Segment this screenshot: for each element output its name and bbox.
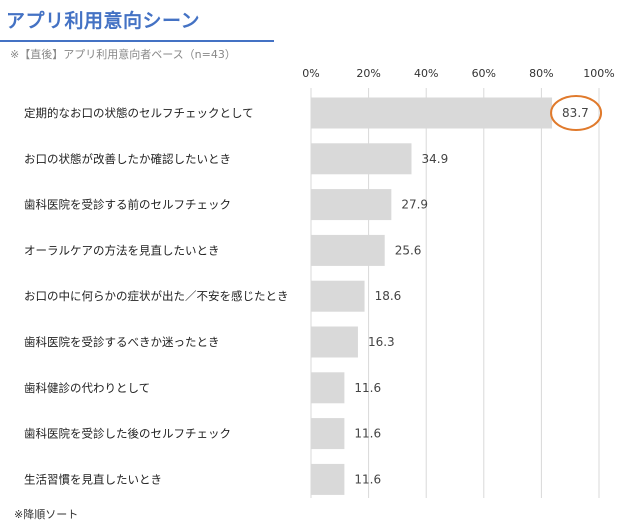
value-label: 25.6	[395, 243, 422, 257]
category-label: お口の中に何らかの症状が出た／不安を感じたとき	[24, 289, 289, 303]
chart-title: アプリ利用意向シーン	[6, 10, 201, 32]
category-label: 歯科健診の代わりとして	[24, 381, 150, 395]
value-label: 11.6	[354, 472, 381, 486]
bar	[311, 326, 358, 358]
value-label: 27.9	[401, 198, 428, 212]
category-label: 歯科医院を受診するべきか迷ったとき	[24, 335, 220, 349]
category-label: 歯科医院を受診する前のセルフチェック	[24, 198, 231, 212]
chart-subtitle: ※【直後】アプリ利用意向者ベース（n=43）	[10, 48, 236, 61]
bar	[311, 234, 385, 266]
bar	[311, 280, 365, 312]
x-tick-label: 80%	[529, 67, 553, 80]
x-tick-label: 60%	[472, 67, 496, 80]
bar	[311, 418, 345, 450]
bar	[311, 372, 345, 404]
value-label: 83.7	[562, 106, 589, 120]
bar	[311, 143, 412, 175]
x-tick-label: 100%	[583, 67, 614, 80]
x-tick-label: 20%	[356, 67, 380, 80]
value-label: 16.3	[368, 335, 395, 349]
category-label: お口の状態が改善したか確認したいとき	[24, 152, 231, 166]
bar	[311, 463, 345, 495]
bar	[311, 189, 392, 221]
category-label: 生活習慣を見直したいとき	[24, 472, 162, 486]
category-label: 歯科医院を受診した後のセルフチェック	[24, 427, 231, 441]
value-label: 11.6	[354, 381, 381, 395]
value-label: 34.9	[422, 152, 449, 166]
value-label: 11.6	[354, 427, 381, 441]
chart-footnote: ※降順ソート	[14, 508, 79, 521]
bar	[311, 97, 553, 129]
x-tick-label: 0%	[302, 67, 319, 80]
x-tick-label: 40%	[414, 67, 438, 80]
title-underline	[0, 40, 274, 42]
value-label: 18.6	[375, 289, 402, 303]
category-label: 定期的なお口の状態のセルフチェックとして	[24, 106, 254, 120]
highlight-circle	[550, 95, 603, 131]
category-label: オーラルケアの方法を見直したいとき	[24, 243, 220, 257]
